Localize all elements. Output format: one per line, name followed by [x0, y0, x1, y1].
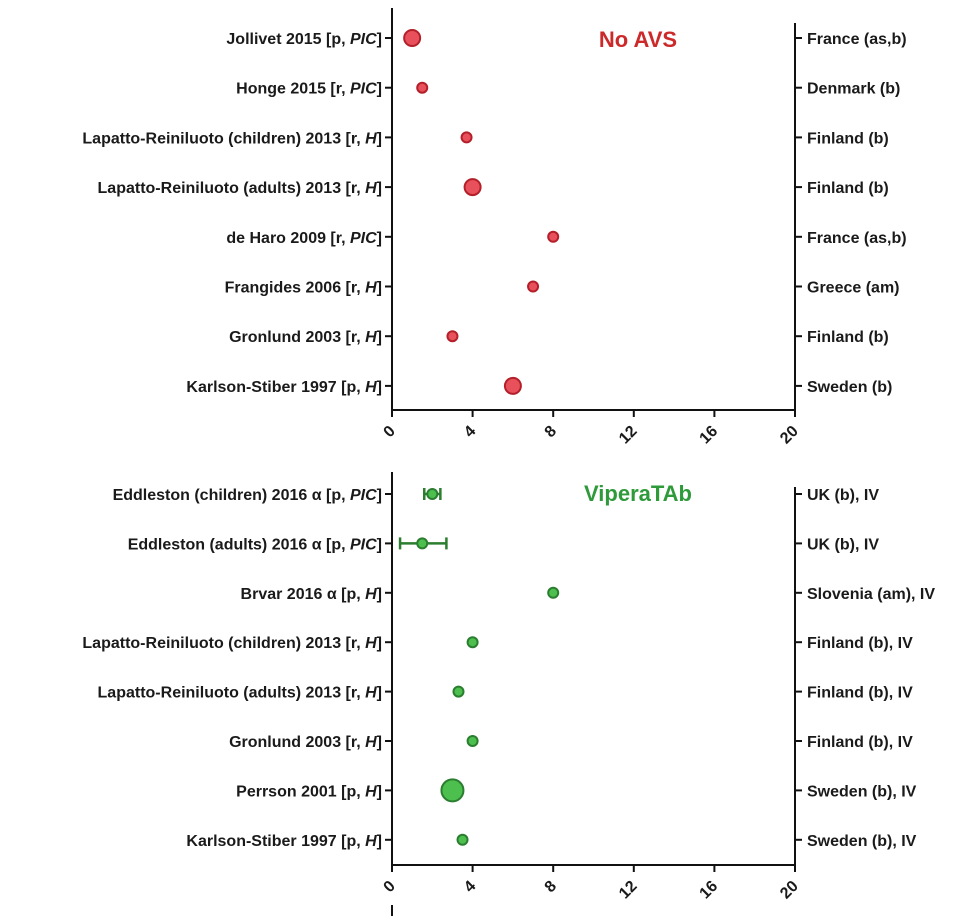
- country-label: Finland (b), IV: [807, 685, 913, 702]
- x-tick-label: 12: [616, 878, 641, 903]
- data-point: [460, 131, 473, 144]
- panel-viperatab: ViperaTAb 0 4 8 12 16 20 Eddleston (children) 2…: [82, 472, 935, 902]
- study-label: Jollivet 2015 [p, PIC]: [226, 31, 382, 48]
- country-label: Finland (b), IV: [807, 734, 913, 751]
- data-point: [446, 330, 459, 343]
- data-point: [466, 636, 479, 649]
- study-label: Karlson-Stiber 1997 [p, H]: [186, 379, 382, 396]
- panel-title: ViperaTAb: [584, 481, 692, 506]
- x-tick-label: 12: [616, 423, 641, 448]
- study-label: Gronlund 2003 [r, H]: [229, 734, 382, 751]
- study-label: Gronlund 2003 [r, H]: [229, 329, 382, 346]
- study-label: Frangides 2006 [r, H]: [225, 280, 382, 297]
- country-label: Slovenia (am), IV: [807, 586, 935, 603]
- study-label: Lapatto-Reiniluoto (adults) 2013 [r, H]: [98, 180, 382, 197]
- data-point: [416, 537, 429, 550]
- x-tick-label: 16: [697, 878, 722, 903]
- study-label: Karlson-Stiber 1997 [p, H]: [186, 833, 382, 850]
- data-point: [466, 735, 479, 747]
- x-tick-label: 8: [542, 423, 560, 441]
- data-point: [503, 376, 522, 395]
- x-tick-label: 16: [697, 423, 722, 448]
- country-label: France (as,b): [807, 31, 907, 48]
- country-label: UK (b), IV: [807, 487, 879, 504]
- country-label: Finland (b): [807, 329, 889, 346]
- x-tick-label: 8: [542, 878, 560, 896]
- data-point: [452, 685, 465, 698]
- x-tick-label: 4: [461, 423, 479, 441]
- data-point: [547, 230, 560, 243]
- country-label: France (as,b): [807, 230, 907, 247]
- country-label: UK (b), IV: [807, 536, 879, 553]
- study-label: Perrson 2001 [p, H]: [236, 783, 382, 800]
- data-point: [547, 586, 560, 599]
- x-tick-label: 20: [777, 878, 802, 903]
- study-label: Lapatto-Reiniluoto (children) 2013 [r, H…: [82, 130, 382, 147]
- study-label: Brvar 2016 α [p, H]: [241, 586, 382, 603]
- panel-title: No AVS: [599, 27, 677, 52]
- data-point: [456, 833, 469, 846]
- panel-no-avs: No AVS 0 4 8 12 16 20 Jollivet 2015 [p, PIC] Fra…: [82, 8, 907, 448]
- x-tick-label: 4: [461, 878, 479, 896]
- x-tick-label: 20: [777, 423, 802, 448]
- country-label: Finland (b): [807, 130, 889, 147]
- data-point: [403, 29, 422, 47]
- country-label: Finland (b): [807, 180, 889, 197]
- country-label: Finland (b), IV: [807, 635, 913, 652]
- data-point: [527, 280, 540, 293]
- data-point: [440, 778, 465, 803]
- study-label: Lapatto-Reiniluoto (children) 2013 [r, H…: [82, 635, 382, 652]
- study-label: Honge 2015 [r, PIC]: [236, 81, 382, 98]
- x-tick-label: 0: [381, 878, 399, 896]
- country-label: Denmark (b): [807, 81, 900, 98]
- data-point: [463, 178, 482, 197]
- study-label: Lapatto-Reiniluoto (adults) 2013 [r, H]: [98, 685, 382, 702]
- country-label: Greece (am): [807, 280, 900, 297]
- study-label: Eddleston (adults) 2016 α [p, PIC]: [128, 536, 382, 553]
- data-point: [426, 488, 439, 500]
- country-label: Sweden (b): [807, 379, 892, 396]
- country-label: Sweden (b), IV: [807, 833, 917, 850]
- x-tick-label: 0: [381, 423, 399, 441]
- study-label: Eddleston (children) 2016 α [p, PIC]: [113, 487, 382, 504]
- country-label: Sweden (b), IV: [807, 783, 917, 800]
- data-point: [416, 81, 429, 94]
- study-label: de Haro 2009 [r, PIC]: [226, 230, 382, 247]
